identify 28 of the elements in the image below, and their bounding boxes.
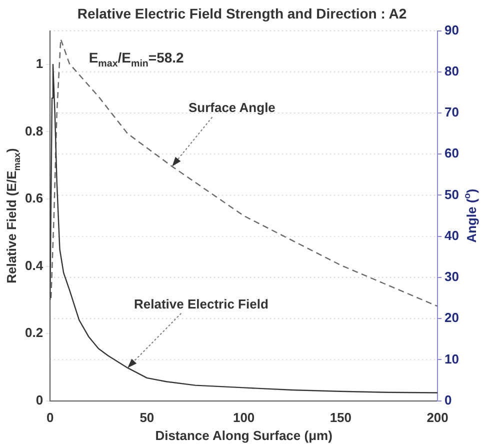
y-axis-title: Relative Field (E/Emax) (4, 148, 22, 284)
x-tick-label: 200 (426, 410, 448, 426)
y2-tick-label: 10 (444, 351, 460, 366)
y2-tick-label: 20 (444, 310, 460, 326)
y2-tick-label: 80 (444, 63, 460, 78)
chart-title: Relative Electric Field Strength and Direction : A2 (77, 5, 407, 22)
annotation: Surface Angle (188, 100, 276, 116)
y-tick-label: 0.8 (24, 123, 44, 138)
y-tick-label: 0.4 (24, 258, 44, 273)
x-axis-title: Distance Along Surface (μm) (155, 428, 332, 443)
x-tick-label: 50 (140, 410, 154, 426)
y2-tick-label: 60 (444, 146, 460, 161)
x-tick-label: 150 (330, 410, 352, 426)
y2-tick-label: 30 (444, 269, 460, 284)
y2-tick-label: 40 (444, 228, 460, 243)
y2-tick-label: 70 (444, 104, 460, 120)
y2-tick-label: 0 (444, 392, 452, 408)
y-tick-label: 0 (36, 392, 44, 408)
y-tick-label: 0.2 (24, 325, 44, 340)
y2-axis-title: Angle (o) (462, 188, 479, 243)
y2-tick-label: 50 (444, 186, 460, 202)
annotation: Relative Electric Field (134, 296, 268, 312)
x-tick-label: 100 (232, 410, 255, 426)
y2-tick-label: 90 (444, 22, 460, 38)
y-tick-label: 0.6 (24, 190, 44, 206)
x-tick-label: 0 (46, 410, 54, 426)
line-series (50, 38, 438, 307)
y-tick-label: 1 (36, 56, 44, 72)
